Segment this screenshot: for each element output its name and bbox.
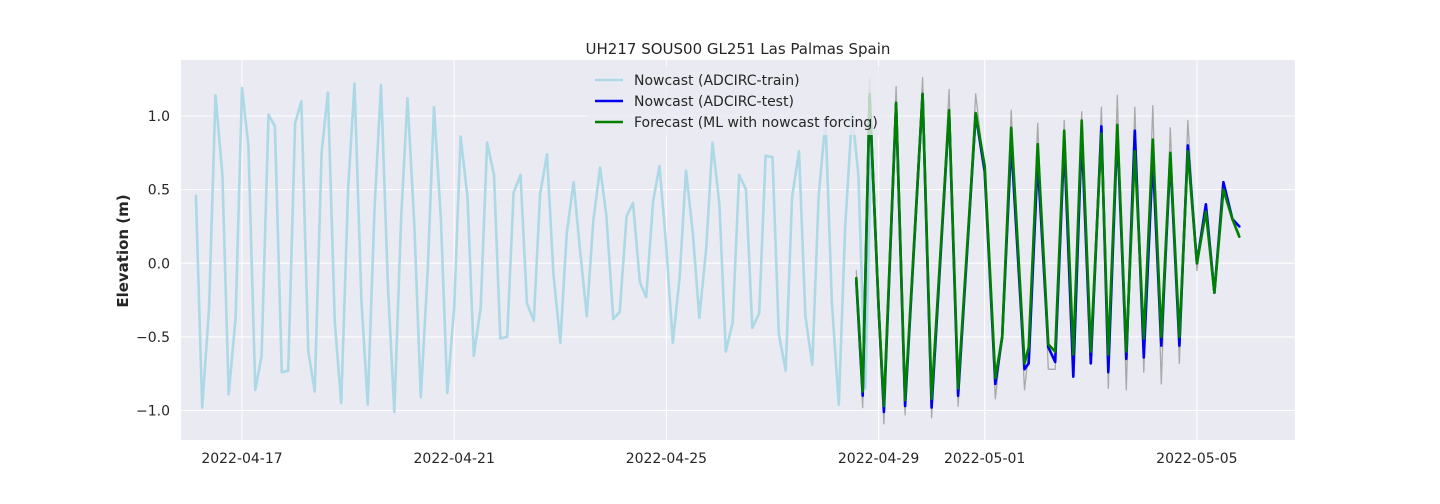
series-line-nowcast-adcirc-train — [194, 82, 874, 414]
legend-label: Forecast (ML with nowcast forcing) — [634, 115, 878, 131]
legend: Nowcast (ADCIRC-train) Nowcast (ADCIRC-te… — [587, 66, 889, 135]
y-tick-label: −1.0 — [136, 404, 170, 420]
x-tick-label: 2022-04-25 — [626, 451, 707, 467]
y-axis-label: Elevation (m) — [114, 194, 132, 307]
y-tick-label: 1.0 — [148, 109, 170, 125]
x-tick-label: 2022-04-21 — [414, 451, 495, 467]
series-line-forecast-ml-with-nowcast-forcing — [854, 92, 1241, 408]
y-tick-label: 0.5 — [148, 183, 170, 199]
series-layer — [194, 77, 1241, 425]
legend-box — [587, 66, 889, 135]
x-tick-label: 2022-05-05 — [1156, 451, 1237, 467]
chart-title: UH217 SOUS00 GL251 Las Palmas Spain — [586, 40, 891, 58]
axes: 2022-04-17 2022-04-21 2022-04-25 2022-04-29… — [136, 109, 1238, 467]
y-tick-label: −0.5 — [136, 330, 170, 346]
legend-label: Nowcast (ADCIRC-train) — [634, 73, 800, 89]
x-tick-label: 2022-04-29 — [838, 451, 919, 467]
x-tick-label: 2022-05-01 — [944, 451, 1025, 467]
legend-label: Nowcast (ADCIRC-test) — [634, 94, 794, 110]
y-tick-label: 0.0 — [148, 256, 170, 272]
x-tick-label: 2022-04-17 — [201, 451, 282, 467]
